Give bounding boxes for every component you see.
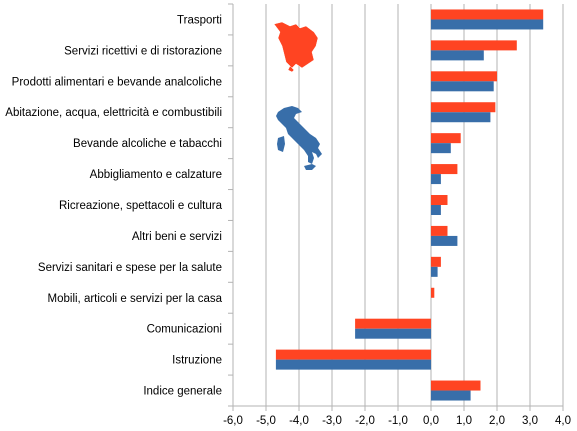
bar-series-1-3 <box>431 102 496 113</box>
x-tick-label: 0,0 <box>423 415 439 427</box>
category-label: Istruzione <box>172 355 222 367</box>
bar-series-1-4 <box>431 133 461 144</box>
bars <box>275 9 544 401</box>
bar-series-1-10 <box>355 318 431 329</box>
bar-series-2-0 <box>431 19 544 30</box>
x-tick-label: -2,0 <box>355 415 375 427</box>
bar-series-1-12 <box>431 380 481 391</box>
x-tick-labels: -6,0 -5,0 -4,0 -3,0 -2,0 -1,0 0,0 1,0 2,0 3,0 4,0 <box>223 415 571 427</box>
category-label: Abbigliamento e calzature <box>90 169 222 181</box>
category-label: Servizi ricettivi e di ristorazione <box>64 45 222 57</box>
x-tick-label: 2,0 <box>489 415 505 427</box>
bar-series-2-1 <box>431 50 484 61</box>
category-label: Bevande alcoliche e tabacchi <box>73 138 222 150</box>
bar-series-2-10 <box>355 328 431 339</box>
category-label: Indice generale <box>143 386 222 398</box>
bar-series-1-9 <box>431 287 435 298</box>
bar-series-2-8 <box>431 266 438 277</box>
bar-series-2-4 <box>431 143 451 154</box>
category-label: Altri beni e servizi <box>132 231 222 243</box>
bar-series-1-7 <box>431 225 448 236</box>
bar-series-2-12 <box>431 390 471 401</box>
x-tick-label: -4,0 <box>289 415 309 427</box>
bar-series-1-11 <box>275 349 431 360</box>
bar-series-1-6 <box>431 195 448 205</box>
tuscany-region-map-icon <box>273 21 319 73</box>
bar-series-2-6 <box>431 205 441 215</box>
category-label: Trasporti <box>177 14 222 26</box>
category-label: Ricreazione, spettacoli e cultura <box>59 200 223 212</box>
x-tick-label: -1,0 <box>388 415 408 427</box>
bar-series-2-3 <box>431 112 491 123</box>
bar-series-2-2 <box>431 81 494 92</box>
x-tick-label: -5,0 <box>256 415 276 427</box>
category-label: Prodotti alimentari e bevande analcolich… <box>12 76 222 88</box>
bar-series-1-5 <box>431 164 458 175</box>
category-labels: Trasporti Servizi ricettivi e di ristoraz… <box>5 14 222 397</box>
bar-series-2-5 <box>431 174 441 185</box>
bar-series-1-2 <box>431 71 497 82</box>
bar-series-1-0 <box>431 9 544 20</box>
gridlines <box>232 4 564 406</box>
italy-map-icon <box>276 106 322 170</box>
x-tick-label: -3,0 <box>322 415 342 427</box>
bar-series-1-8 <box>431 256 441 267</box>
x-tick-label: 4,0 <box>555 415 571 427</box>
category-label: Mobili, articoli e servizi per la casa <box>48 293 223 305</box>
x-tick-label: 1,0 <box>456 415 472 427</box>
x-tick-label: -6,0 <box>223 415 243 427</box>
bar-series-2-7 <box>431 235 458 246</box>
category-label: Servizi sanitari e spese per la salute <box>38 262 222 274</box>
category-label: Abitazione, acqua, elettricità e combust… <box>5 107 222 119</box>
category-label: Comunicazioni <box>147 324 222 336</box>
bar-series-2-11 <box>275 359 431 370</box>
axes <box>228 3 564 411</box>
x-tick-label: 3,0 <box>522 415 538 427</box>
bar-series-1-1 <box>431 40 517 51</box>
